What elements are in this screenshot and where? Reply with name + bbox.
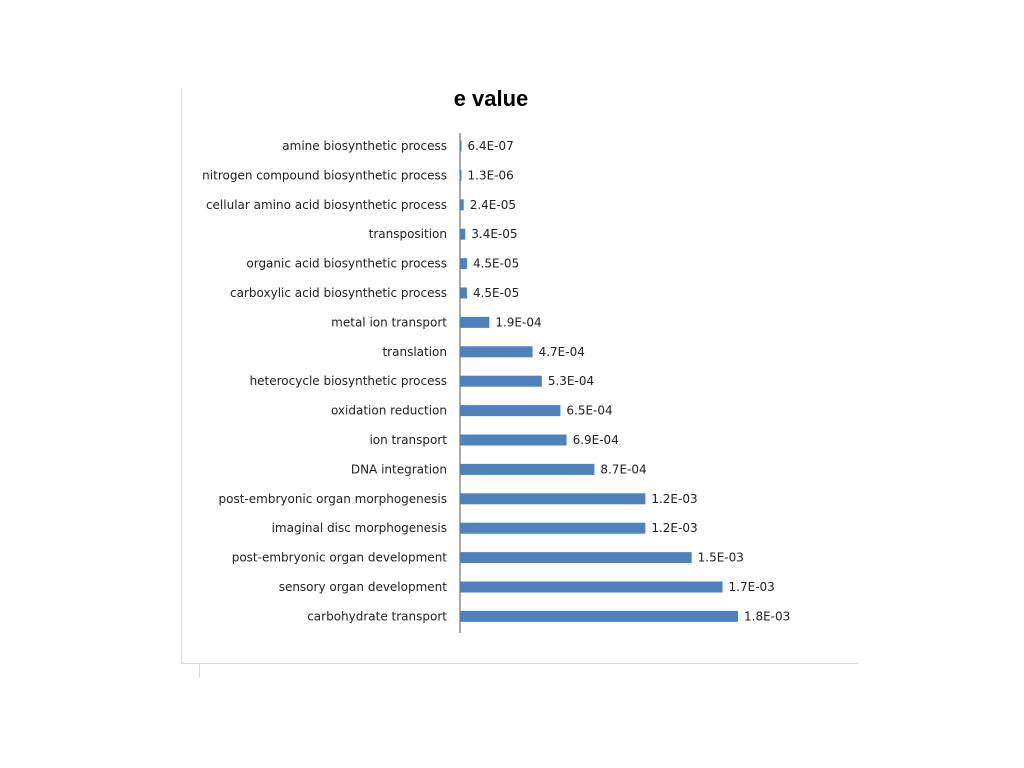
category-label: nitrogen compound biosynthetic process: [202, 168, 447, 182]
bars-group: amine biosynthetic process 6.4E-07 nitroge…: [202, 139, 790, 623]
bar: [460, 610, 738, 622]
category-label: organic acid biosynthetic process: [246, 257, 447, 271]
category-label: metal ion transport: [331, 315, 447, 329]
chart-title: e value: [454, 86, 529, 111]
category-label: imaginal disc morphogenesis: [272, 521, 447, 535]
bar: [460, 287, 467, 299]
frame-tick: [199, 664, 200, 678]
bar: [460, 316, 490, 328]
category-label: ion transport: [369, 433, 447, 447]
bar: [460, 493, 646, 505]
bar: [460, 140, 462, 152]
data-label: 4.5E-05: [473, 257, 519, 271]
data-label: 5.3E-04: [548, 374, 594, 388]
data-label: 3.4E-05: [471, 227, 517, 241]
category-label: transposition: [369, 227, 447, 241]
category-label: post-embryonic organ development: [232, 551, 448, 565]
category-label: translation: [382, 345, 447, 359]
category-label: cellular amino acid biosynthetic process: [206, 198, 447, 212]
bar: [460, 169, 462, 181]
data-label: 8.7E-04: [600, 462, 646, 476]
data-label: 1.5E-03: [698, 551, 744, 565]
data-label: 1.9E-04: [495, 315, 541, 329]
bar: [460, 434, 567, 446]
category-label: sensory organ development: [279, 580, 448, 594]
category-label: carboxylic acid biosynthetic process: [230, 286, 447, 300]
bar: [460, 463, 595, 475]
bar: [460, 258, 467, 270]
bar: [460, 552, 692, 564]
category-label: amine biosynthetic process: [282, 139, 447, 153]
data-label: 6.9E-04: [573, 433, 619, 447]
bar: [460, 522, 646, 534]
data-label: 1.8E-03: [744, 609, 790, 623]
data-label: 1.2E-03: [651, 521, 697, 535]
data-label: 4.7E-04: [539, 345, 585, 359]
data-label: 6.5E-04: [566, 404, 612, 418]
data-label: 4.5E-05: [473, 286, 519, 300]
data-label: 1.3E-06: [468, 168, 514, 182]
bar: [460, 346, 533, 358]
bar: [460, 581, 723, 593]
category-label: oxidation reduction: [331, 404, 447, 418]
bar: [460, 199, 464, 211]
data-label: 2.4E-05: [470, 198, 516, 212]
data-label: 6.4E-07: [468, 139, 514, 153]
bar: [460, 375, 542, 387]
data-label: 1.2E-03: [651, 492, 697, 506]
category-label: DNA integration: [351, 462, 447, 476]
data-label: 1.7E-03: [729, 580, 775, 594]
chart-frame: [181, 88, 858, 664]
bar: [460, 228, 466, 240]
category-label: carbohydrate transport: [307, 609, 447, 623]
category-label: heterocycle biosynthetic process: [250, 374, 447, 388]
category-label: post-embryonic organ morphogenesis: [219, 492, 447, 506]
bar: [460, 405, 561, 417]
